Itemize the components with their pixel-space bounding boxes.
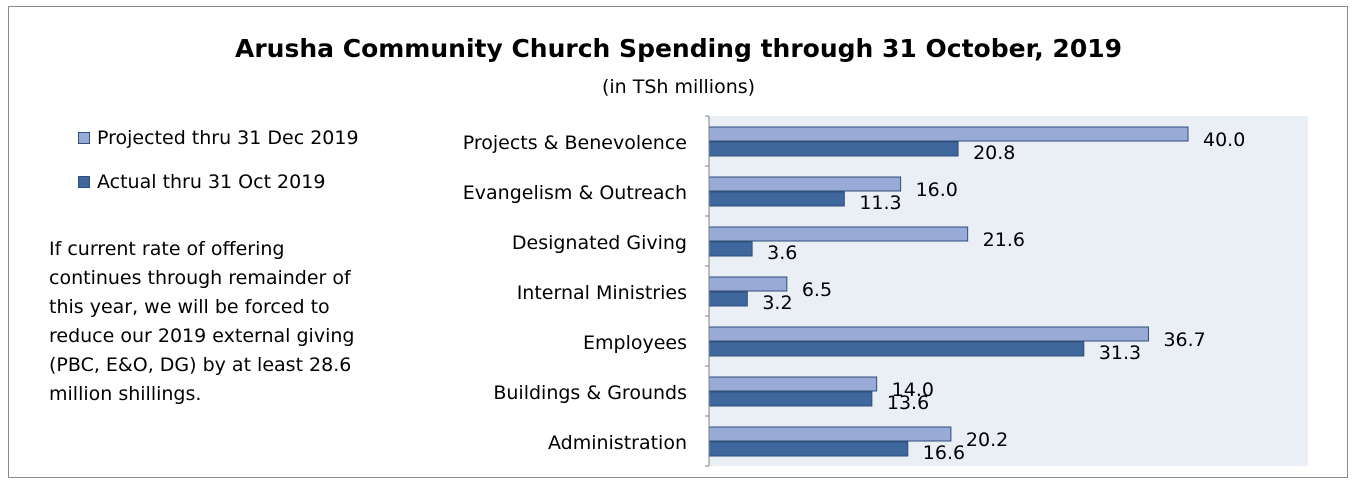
data-label-projected: 20.2 (966, 429, 1008, 451)
bar-projected (708, 326, 1149, 342)
data-label-actual: 3.6 (767, 242, 797, 264)
category-label: Internal Ministries (517, 282, 687, 304)
chart-title: Arusha Community Church Spending through… (235, 34, 1122, 63)
category-label: Administration (548, 432, 687, 454)
legend-label-projected: Projected thru 31 Dec 2019 (97, 127, 359, 149)
category-label: Employees (583, 332, 687, 354)
legend-label-actual: Actual thru 31 Oct 2019 (97, 171, 326, 193)
bar-actual (708, 291, 748, 307)
bar-projected (708, 376, 878, 392)
data-label-projected: 21.6 (983, 229, 1025, 251)
bar-projected (708, 126, 1189, 142)
legend: Projected thru 31 Dec 2019 Actual thru 3… (78, 126, 359, 214)
data-label-actual: 16.6 (923, 442, 965, 464)
legend-item-projected: Projected thru 31 Dec 2019 (78, 126, 359, 150)
bar-actual (708, 441, 909, 457)
data-label-actual: 11.3 (859, 192, 901, 214)
legend-item-actual: Actual thru 31 Oct 2019 (78, 170, 359, 194)
bar-projected (708, 226, 969, 242)
chart-frame (8, 6, 1348, 478)
data-label-actual: 3.2 (762, 292, 792, 314)
chart-note: If current rate of offering continues th… (49, 238, 355, 405)
bar-actual (708, 191, 845, 207)
bar-projected (708, 276, 788, 292)
bar-actual (708, 241, 753, 257)
legend-swatch-actual (78, 176, 90, 188)
plot-area (709, 116, 1308, 466)
chart-subtitle: (in TSh millions) (601, 76, 756, 98)
data-label-actual: 20.8 (973, 142, 1015, 164)
bar-projected (708, 426, 952, 442)
bar-projected (708, 176, 902, 192)
data-label-actual: 31.3 (1099, 342, 1141, 364)
legend-swatch-projected (78, 132, 90, 144)
category-label: Buildings & Grounds (493, 382, 687, 404)
bar-actual (708, 391, 873, 407)
category-label: Evangelism & Outreach (463, 182, 687, 204)
bar-actual (708, 341, 1085, 357)
data-label-actual: 13.6 (887, 392, 929, 414)
data-label-projected: 6.5 (802, 279, 832, 301)
category-label: Designated Giving (512, 232, 687, 254)
data-label-projected: 16.0 (916, 179, 958, 201)
bar-actual (708, 141, 959, 157)
category-label: Projects & Benevolence (463, 132, 687, 154)
data-label-projected: 36.7 (1163, 329, 1205, 351)
data-label-projected: 40.0 (1203, 129, 1245, 151)
data-label-projected: 14.0 (892, 379, 934, 401)
